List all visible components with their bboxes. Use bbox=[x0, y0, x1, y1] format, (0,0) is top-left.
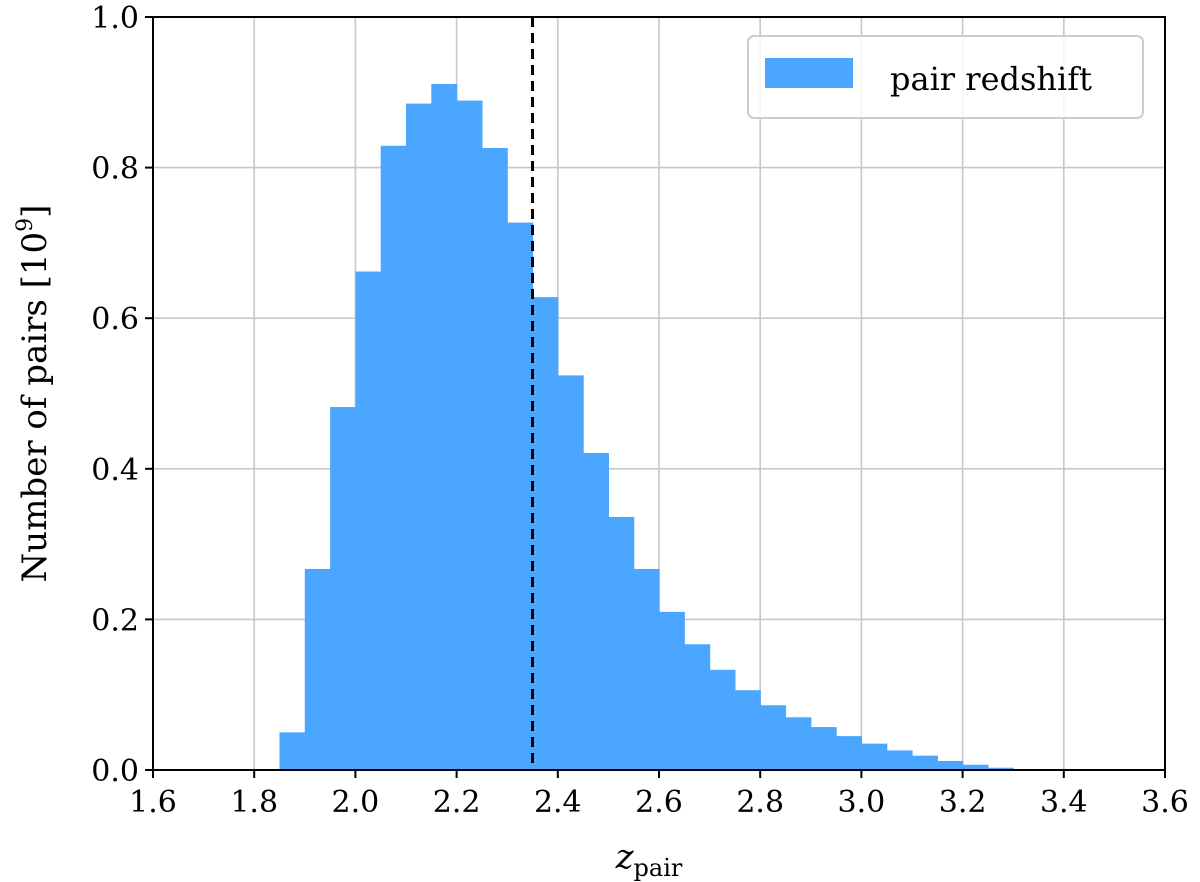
histogram-bar bbox=[962, 764, 989, 770]
histogram-bar bbox=[659, 611, 685, 770]
histogram-bar bbox=[886, 750, 913, 770]
histogram-bar bbox=[456, 100, 483, 770]
histogram-bar bbox=[304, 568, 331, 770]
x-axis-label: zpair bbox=[615, 837, 683, 882]
histogram-bar bbox=[861, 743, 888, 770]
x-tick-label: 2.2 bbox=[433, 785, 481, 820]
y-tick-label: 0.0 bbox=[91, 754, 139, 789]
histogram-bar bbox=[532, 297, 559, 770]
histogram-bar bbox=[330, 407, 356, 770]
y-axis-label: Number of pairs [109] bbox=[13, 205, 55, 583]
histogram-bar bbox=[684, 644, 711, 770]
x-axis-ticks: 1.6 1.8 2.0 2.2 2.4 2.6 2.8 3.0 3.2 3.4 3.6 bbox=[129, 770, 1189, 820]
histogram-bar bbox=[633, 568, 660, 770]
x-tick-label: 3.6 bbox=[1141, 785, 1189, 820]
legend-label: pair redshift bbox=[890, 60, 1092, 98]
histogram-bars bbox=[279, 84, 1014, 771]
x-tick-label: 2.8 bbox=[736, 785, 784, 820]
y-axis-ticks: 0.0 0.2 0.4 0.6 0.8 1.0 bbox=[91, 1, 153, 789]
x-tick-label: 1.6 bbox=[129, 785, 177, 820]
x-tick-label: 2.6 bbox=[635, 785, 683, 820]
y-tick-label: 0.2 bbox=[91, 603, 139, 638]
legend: pair redshift bbox=[747, 35, 1144, 119]
histogram-bar bbox=[760, 705, 787, 770]
histogram-bar bbox=[431, 84, 458, 771]
histogram-bar bbox=[406, 103, 432, 771]
legend-swatch bbox=[765, 58, 853, 88]
x-tick-label: 2.0 bbox=[332, 785, 380, 820]
legend-box bbox=[747, 35, 1144, 119]
x-tick-label: 3.4 bbox=[1040, 785, 1088, 820]
histogram-bar bbox=[785, 717, 812, 770]
histogram-bar bbox=[912, 755, 938, 770]
x-tick-label: 3.2 bbox=[939, 785, 987, 820]
histogram-bar bbox=[987, 767, 1014, 770]
x-axis-label-subscript: pair bbox=[634, 854, 683, 882]
histogram-bar bbox=[709, 669, 736, 770]
y-tick-label: 1.0 bbox=[91, 1, 139, 36]
histogram-bar bbox=[734, 690, 761, 770]
histogram-bar bbox=[355, 271, 382, 770]
y-tick-label: 0.4 bbox=[91, 453, 139, 488]
x-tick-label: 3.0 bbox=[838, 785, 886, 820]
histogram-bar bbox=[481, 148, 508, 771]
histogram-bar bbox=[380, 145, 407, 770]
y-axis-label-superscript: 9 bbox=[13, 218, 38, 232]
y-tick-label: 0.6 bbox=[91, 302, 139, 337]
histogram-bar bbox=[279, 732, 306, 770]
histogram-bar bbox=[557, 375, 584, 770]
y-axis-label-main: Number of pairs [10 bbox=[15, 232, 55, 583]
histogram-bar bbox=[583, 452, 609, 770]
histogram-bar bbox=[507, 222, 534, 771]
x-tick-label: 2.4 bbox=[534, 785, 582, 820]
x-axis-label-main: z bbox=[615, 837, 635, 877]
histogram-bar bbox=[810, 727, 837, 770]
y-tick-label: 0.8 bbox=[91, 152, 139, 187]
histogram-bar bbox=[937, 760, 964, 770]
x-tick-label: 1.8 bbox=[230, 785, 278, 820]
histogram-bar bbox=[608, 516, 635, 770]
y-axis-label-end: ] bbox=[15, 205, 55, 218]
histogram-bar bbox=[836, 736, 862, 770]
